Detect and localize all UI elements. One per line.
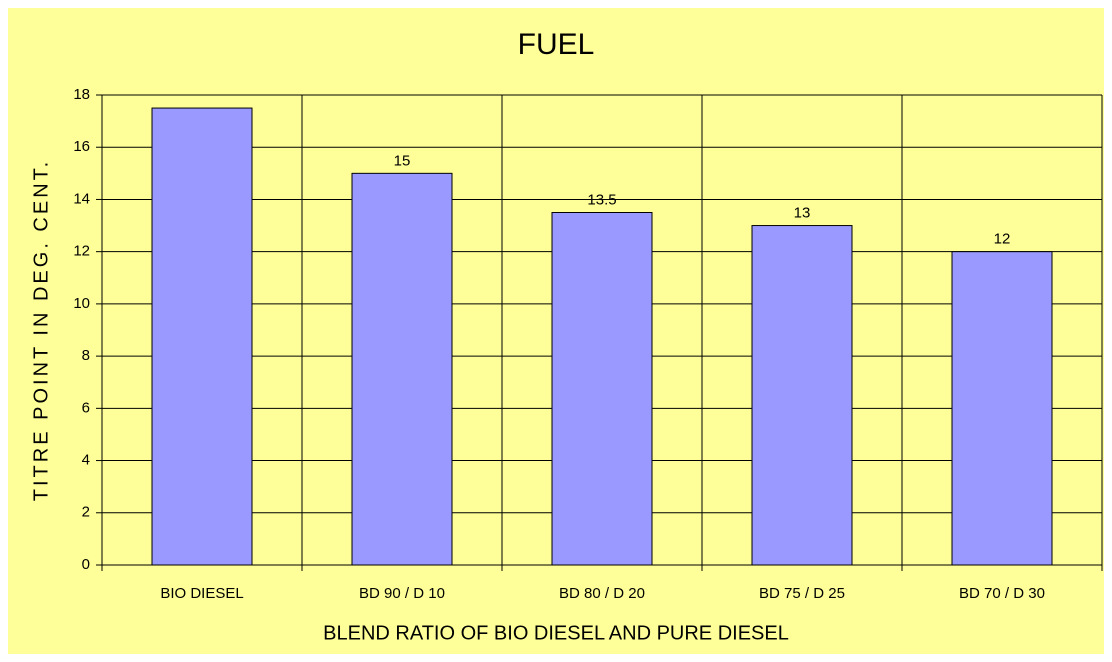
y-tick-label: 8: [82, 347, 90, 364]
bar: [751, 225, 853, 566]
x-tick-label: BD 90 / D 10: [359, 585, 445, 602]
x-axis-label: BLEND RATIO OF BIO DIESEL AND PURE DIESE…: [323, 622, 789, 644]
bar: [151, 107, 253, 566]
y-tick-label: 18: [73, 86, 90, 103]
bar: [351, 172, 453, 566]
chart-title: FUEL: [518, 28, 595, 61]
data-label: 12: [994, 231, 1011, 248]
bar: [951, 251, 1053, 566]
x-tick-label: BD 75 / D 25: [759, 585, 845, 602]
y-tick-label: 12: [73, 243, 90, 260]
x-tick-label: BIO DIESEL: [160, 585, 243, 602]
data-label: 13.5: [587, 191, 616, 208]
y-tick-label: 0: [82, 556, 90, 573]
x-tick-label: BD 80 / D 20: [559, 585, 645, 602]
y-tick-label: 2: [82, 504, 90, 521]
x-tick-label: BD 70 / D 30: [959, 585, 1045, 602]
y-tick-label: 10: [73, 295, 90, 312]
data-label: 15: [394, 152, 411, 169]
y-tick-label: 4: [82, 452, 90, 469]
bar: [551, 212, 653, 566]
y-tick-label: 16: [73, 138, 90, 155]
y-tick-label: 14: [73, 190, 90, 207]
y-axis-label: TITRE POINT IN DEG. CENT.: [30, 159, 52, 501]
y-tick-label: 6: [82, 399, 90, 416]
data-label: 13: [794, 205, 811, 222]
